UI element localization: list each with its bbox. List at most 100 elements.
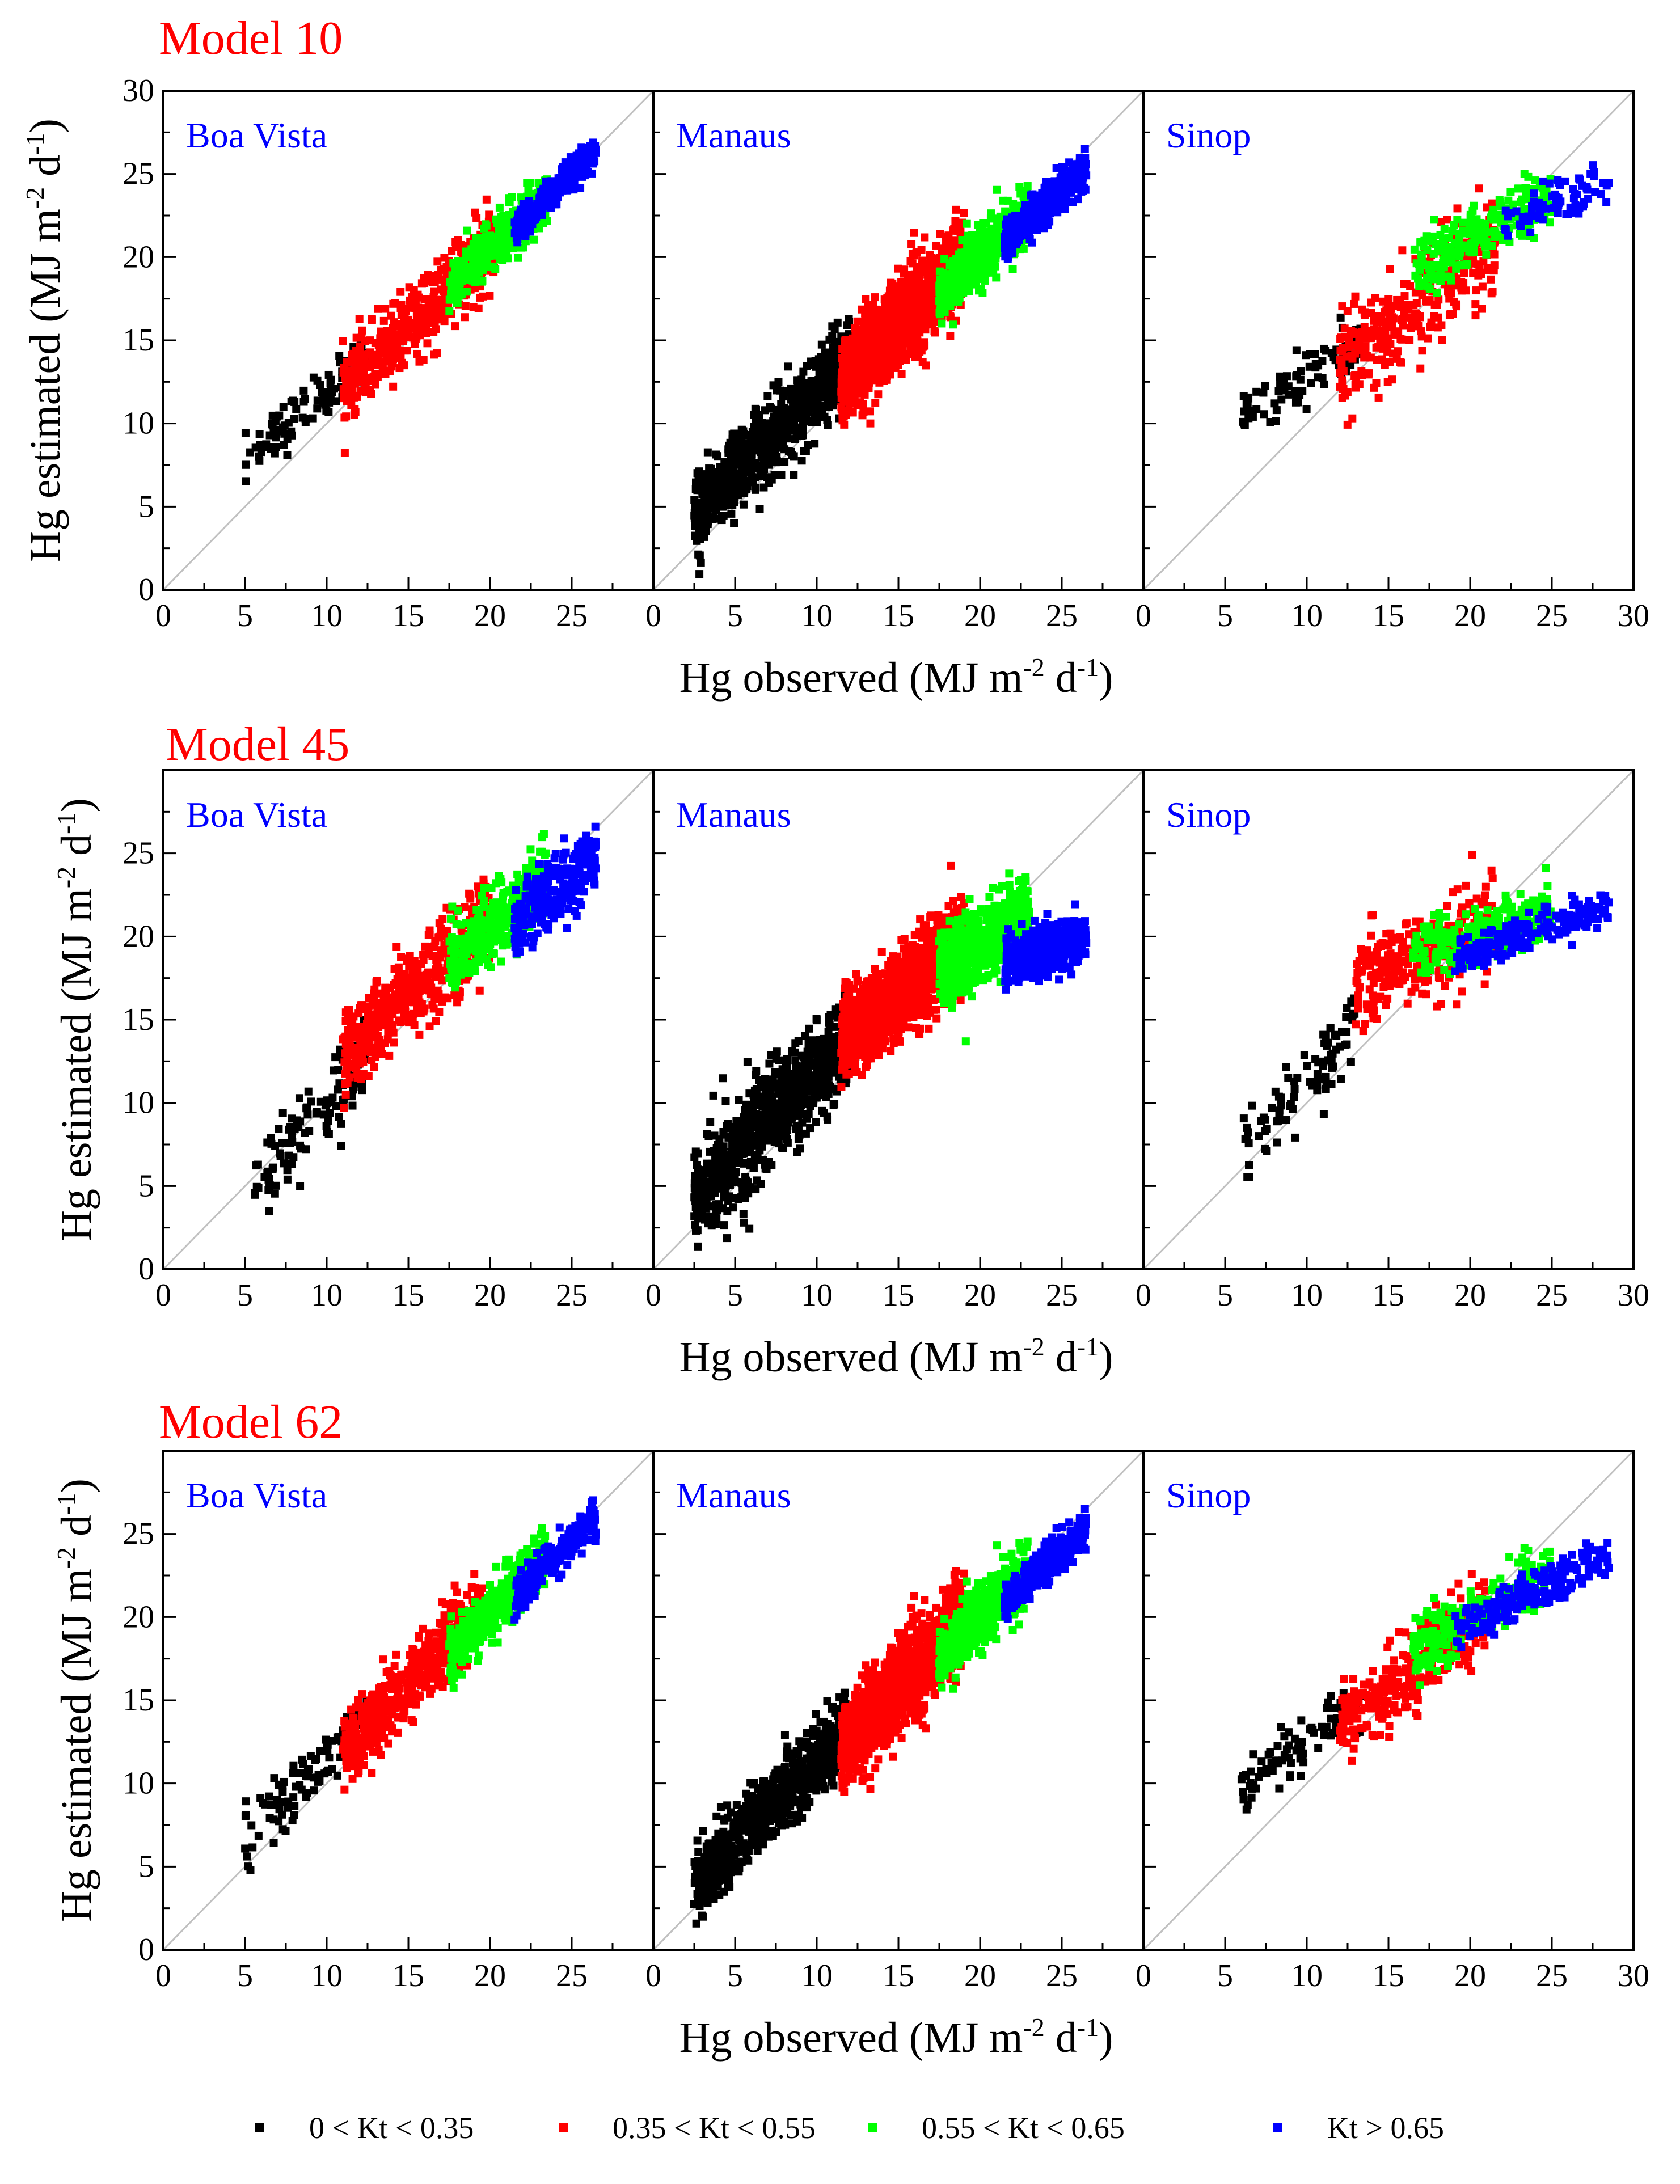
data-point: [911, 271, 920, 280]
data-point: [1056, 192, 1064, 201]
scatter-points: [1239, 161, 1613, 429]
data-point: [864, 368, 873, 377]
data-point: [1440, 224, 1449, 233]
data-point: [790, 471, 798, 479]
data-point: [1357, 328, 1366, 336]
data-point: [908, 281, 917, 290]
data-point: [784, 447, 793, 455]
data-point: [841, 344, 850, 352]
x-tick-label: 25: [1046, 598, 1078, 633]
data-point: [1438, 336, 1446, 344]
series-0-Kt-0.35: [690, 315, 854, 578]
data-point: [1061, 180, 1069, 189]
y-tick-label: 5: [138, 489, 154, 524]
data-point: [950, 225, 959, 233]
data-point: [992, 273, 1001, 282]
data-point: [742, 466, 750, 475]
data-point: [900, 303, 909, 312]
x-tick-label: 20: [964, 598, 996, 633]
data-point: [864, 343, 873, 351]
data-point: [970, 255, 979, 264]
data-point: [450, 260, 459, 268]
data-point: [785, 422, 793, 430]
data-point: [1075, 163, 1083, 172]
data-point: [430, 277, 439, 286]
data-point: [761, 406, 769, 415]
data-point: [486, 240, 494, 248]
x-tick-label: 25: [556, 598, 588, 633]
data-point: [801, 380, 809, 388]
data-point: [724, 491, 733, 500]
data-point: [1396, 358, 1404, 366]
data-point: [1437, 321, 1446, 329]
data-point: [1080, 145, 1089, 153]
data-point: [1345, 337, 1353, 346]
data-point: [1244, 414, 1253, 423]
data-point: [241, 429, 250, 437]
data-point: [1336, 335, 1345, 343]
data-point: [538, 210, 546, 219]
data-point: [430, 315, 438, 323]
data-point: [1482, 250, 1491, 259]
model-title: Model 10: [159, 12, 343, 65]
data-point: [793, 382, 802, 391]
data-point: [1516, 230, 1524, 238]
data-point: [893, 309, 901, 317]
data-point: [287, 397, 296, 405]
data-point: [880, 340, 889, 349]
data-point: [526, 202, 535, 211]
data-point: [279, 403, 288, 411]
data-point: [1033, 226, 1041, 234]
data-point: [763, 392, 772, 400]
data-point: [325, 398, 334, 407]
data-point: [763, 452, 772, 461]
data-point: [837, 374, 846, 383]
data-point: [759, 483, 768, 492]
data-point: [400, 361, 408, 370]
data-point: [451, 238, 460, 246]
data-point: [823, 353, 831, 361]
data-point: [918, 358, 927, 366]
data-point: [846, 399, 854, 408]
data-point: [1396, 299, 1404, 308]
data-point: [891, 344, 900, 352]
data-point: [1014, 227, 1023, 235]
data-point: [272, 433, 280, 442]
data-point: [833, 318, 842, 327]
y-tick-label: 15: [123, 323, 154, 358]
data-point: [400, 313, 408, 322]
data-point: [273, 412, 281, 421]
station-label: Boa Vista: [186, 115, 327, 155]
data-point: [474, 261, 483, 269]
data-point: [1043, 214, 1052, 223]
data-point: [539, 184, 548, 193]
data-point: [378, 364, 387, 372]
data-point: [324, 408, 333, 416]
data-point: [415, 293, 423, 302]
data-point: [499, 236, 508, 244]
data-point: [871, 293, 879, 302]
data-point: [771, 471, 780, 479]
x-tick-label: 0: [155, 598, 171, 633]
data-point: [352, 333, 361, 342]
data-point: [911, 333, 919, 342]
data-point: [1270, 399, 1279, 408]
data-point: [885, 365, 893, 374]
data-point: [1361, 334, 1370, 343]
data-point: [1314, 361, 1323, 370]
data-point: [448, 247, 456, 255]
data-point: [1240, 421, 1249, 429]
data-point: [931, 328, 939, 337]
data-point: [544, 202, 553, 210]
data-point: [1434, 313, 1442, 322]
data-point: [1408, 319, 1416, 327]
data-point: [830, 353, 838, 362]
data-point: [1411, 288, 1420, 297]
data-point: [879, 330, 887, 339]
data-point: [479, 252, 488, 261]
data-point: [375, 343, 384, 352]
data-point: [849, 334, 857, 343]
data-point: [1339, 385, 1348, 393]
data-point: [423, 315, 431, 323]
